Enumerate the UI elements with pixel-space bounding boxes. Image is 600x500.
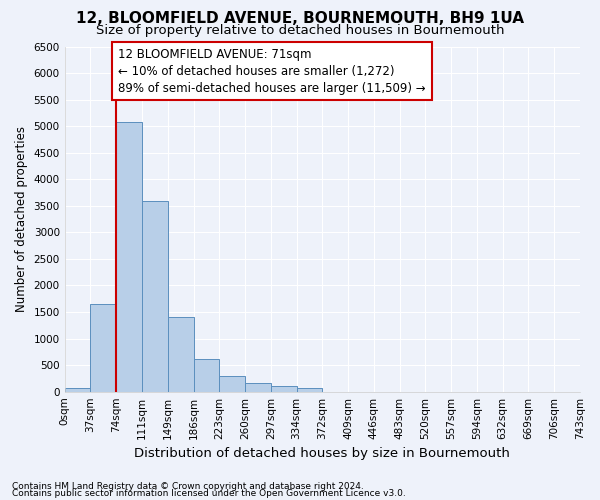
- Text: 12, BLOOMFIELD AVENUE, BOURNEMOUTH, BH9 1UA: 12, BLOOMFIELD AVENUE, BOURNEMOUTH, BH9 …: [76, 11, 524, 26]
- Text: Contains public sector information licensed under the Open Government Licence v3: Contains public sector information licen…: [12, 488, 406, 498]
- Text: 12 BLOOMFIELD AVENUE: 71sqm
← 10% of detached houses are smaller (1,272)
89% of : 12 BLOOMFIELD AVENUE: 71sqm ← 10% of det…: [118, 48, 426, 94]
- Bar: [116, 122, 142, 392]
- Bar: [65, 388, 91, 392]
- Bar: [91, 304, 116, 392]
- Bar: [245, 383, 271, 392]
- Bar: [296, 388, 322, 392]
- Bar: [193, 359, 219, 392]
- Y-axis label: Number of detached properties: Number of detached properties: [15, 126, 28, 312]
- Text: Size of property relative to detached houses in Bournemouth: Size of property relative to detached ho…: [96, 24, 504, 37]
- X-axis label: Distribution of detached houses by size in Bournemouth: Distribution of detached houses by size …: [134, 447, 510, 460]
- Bar: [168, 318, 193, 392]
- Bar: [219, 376, 245, 392]
- Bar: [271, 386, 296, 392]
- Text: Contains HM Land Registry data © Crown copyright and database right 2024.: Contains HM Land Registry data © Crown c…: [12, 482, 364, 491]
- Bar: [142, 200, 168, 392]
